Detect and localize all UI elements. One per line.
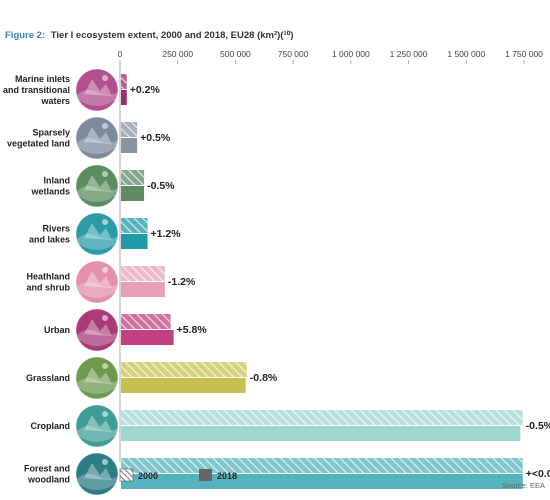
category-label: Sparsely	[32, 128, 70, 138]
change-label: -0.5%	[147, 180, 175, 192]
category-label: Marine inlets	[15, 74, 70, 84]
x-tick-label: 750 000	[278, 49, 309, 59]
x-tick-label: 0	[118, 49, 123, 59]
bar-2000-hatch	[121, 266, 165, 281]
bar-2018	[121, 282, 165, 297]
bar-2000-hatch	[121, 458, 523, 473]
bar-2000-hatch	[121, 74, 127, 89]
bar-2018	[121, 330, 174, 345]
category-label: Heathland	[26, 272, 70, 282]
lagoon-bird-icon	[75, 68, 119, 112]
bar-2000-hatch	[121, 170, 145, 185]
category-label: and lakes	[29, 235, 70, 245]
category-label: vegetated land	[7, 139, 70, 149]
bar-2018	[121, 378, 246, 393]
bar-2018	[121, 138, 138, 153]
reeds-wetland-icon	[75, 164, 119, 208]
category-label: and shrub	[26, 283, 70, 293]
legend-label-2000: 2000	[138, 471, 158, 481]
bar-2018	[121, 426, 521, 441]
bar-2018	[121, 234, 148, 249]
category-row: Grassland -0.8%	[26, 356, 278, 400]
category-label: wetlands	[30, 187, 70, 197]
change-label: +<0.05%	[526, 468, 550, 480]
x-tick-label: 1 250 000	[390, 49, 428, 59]
category-label: and transitional	[3, 85, 70, 95]
grassland-butterfly-icon	[75, 356, 119, 400]
change-label: +5.8%	[177, 324, 208, 336]
legend-swatch-2018	[199, 469, 212, 481]
bar-2000-hatch	[121, 122, 138, 137]
x-tick-label: 1 500 000	[447, 49, 485, 59]
category-label: Inland	[44, 176, 71, 186]
x-tick-label: 500 000	[220, 49, 251, 59]
change-label: -0.8%	[250, 372, 278, 384]
change-label: +1.2%	[151, 228, 182, 240]
category-label: Grassland	[26, 373, 70, 383]
change-label: +0.2%	[130, 84, 161, 96]
legend: 2000 2018	[119, 468, 237, 482]
bar-2018	[121, 90, 127, 105]
bar-2018	[121, 186, 145, 201]
change-label: -0.5%	[526, 420, 550, 432]
rocky-mountain-icon	[75, 116, 119, 160]
x-tick-label: 250 000	[162, 49, 193, 59]
crop-field-icon	[75, 404, 119, 448]
bar-2000-hatch	[121, 410, 523, 425]
category-row: Urban +5.8%	[44, 308, 208, 352]
chart-title: Figure 2: Tier I ecosystem extent, 2000 …	[5, 30, 294, 41]
legend-label-2018: 2018	[217, 471, 237, 481]
heron-river-icon	[75, 212, 119, 256]
bar-2000-hatch	[121, 314, 171, 329]
shrub-flower-icon	[75, 260, 119, 304]
category-label: Urban	[44, 325, 70, 335]
bar-2000-hatch	[121, 218, 148, 233]
bar-2018	[121, 474, 523, 489]
category-label: Rivers	[42, 224, 70, 234]
city-buildings-icon	[75, 308, 119, 352]
chart-title-text: Tier I ecosystem extent, 2000 and 2018, …	[51, 30, 294, 41]
category-label: waters	[40, 96, 70, 106]
x-tick-label: 1 000 000	[332, 49, 370, 59]
change-label: +0.5%	[140, 132, 171, 144]
category-label: Cropland	[31, 421, 71, 431]
category-label: woodland	[27, 475, 70, 485]
x-tick-label: 1 750 000	[505, 49, 543, 59]
forest-trees-icon	[75, 452, 119, 496]
change-label: -1.2%	[168, 276, 196, 288]
category-label: Forest and	[24, 464, 70, 474]
legend-swatch-2000	[119, 468, 134, 482]
chart-title-prefix: Figure 2:	[5, 30, 45, 41]
source-note: Source: EEA	[502, 481, 545, 490]
bar-2000-hatch	[121, 362, 247, 377]
x-axis: 0 250 000 500 000 750 000 1 000 000 1 250 000…	[118, 49, 543, 462]
category-row: Cropland -0.5%	[31, 404, 550, 448]
